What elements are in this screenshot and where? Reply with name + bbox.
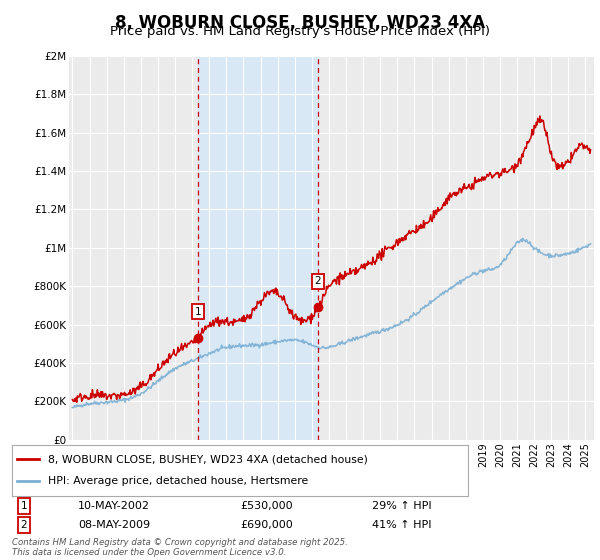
Bar (198, 56, 318, 440)
Text: 8, WOBURN CLOSE, BUSHEY, WD23 4XA (detached house): 8, WOBURN CLOSE, BUSHEY, WD23 4XA (detac… (49, 454, 368, 464)
Text: 1: 1 (20, 501, 28, 511)
Text: 8, WOBURN CLOSE, BUSHEY, WD23 4XA: 8, WOBURN CLOSE, BUSHEY, WD23 4XA (115, 14, 485, 32)
Text: 08-MAY-2009: 08-MAY-2009 (78, 520, 150, 530)
Text: 2: 2 (314, 276, 322, 286)
Text: 2: 2 (20, 520, 28, 530)
Text: 1: 1 (195, 307, 202, 317)
Text: Contains HM Land Registry data © Crown copyright and database right 2025.
This d: Contains HM Land Registry data © Crown c… (12, 538, 348, 557)
Text: HPI: Average price, detached house, Hertsmere: HPI: Average price, detached house, Hert… (49, 477, 309, 487)
Text: £690,000: £690,000 (240, 520, 293, 530)
Text: 29% ↑ HPI: 29% ↑ HPI (372, 501, 431, 511)
Text: £530,000: £530,000 (240, 501, 293, 511)
Text: Price paid vs. HM Land Registry's House Price Index (HPI): Price paid vs. HM Land Registry's House … (110, 25, 490, 38)
Text: 10-MAY-2002: 10-MAY-2002 (78, 501, 150, 511)
Text: 41% ↑ HPI: 41% ↑ HPI (372, 520, 431, 530)
